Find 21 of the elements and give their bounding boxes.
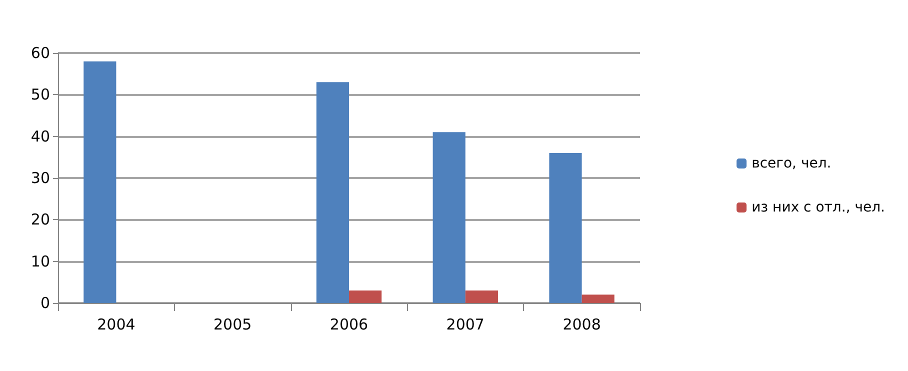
x-tick-label: 2005 (214, 316, 252, 334)
x-tick-label: 2006 (330, 316, 368, 334)
bar (316, 82, 349, 303)
y-tick-label: 50 (30, 86, 50, 104)
y-tick-label: 10 (30, 252, 50, 270)
bar (549, 153, 582, 303)
y-tick-label: 40 (30, 127, 50, 146)
x-tick-label: 2008 (562, 316, 601, 334)
y-tick-label: 20 (30, 210, 50, 229)
x-tick-label: 2007 (446, 316, 484, 334)
y-tick-label: 30 (30, 169, 50, 187)
legend-label: всего, чел. (752, 156, 832, 172)
x-tick-label: 2004 (97, 316, 136, 334)
bar (465, 290, 498, 303)
y-tick-label: 60 (30, 44, 50, 62)
bar (84, 61, 116, 303)
legend-label: из них с отл., чел. (752, 200, 886, 216)
bar (582, 294, 614, 303)
y-tick-label: 0 (40, 294, 50, 312)
bar (349, 290, 382, 303)
bar (432, 132, 466, 303)
